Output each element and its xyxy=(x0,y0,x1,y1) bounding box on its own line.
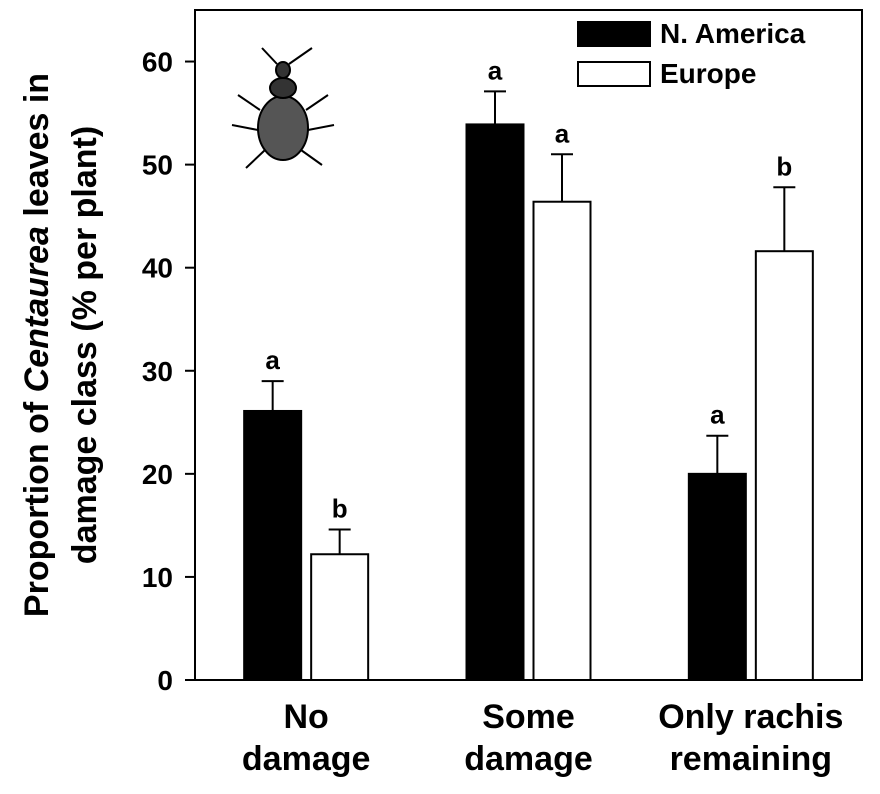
x-tick-label: damage xyxy=(464,740,593,778)
plot-frame xyxy=(194,9,863,681)
y-tick-label: 60 xyxy=(142,47,173,78)
bar xyxy=(532,200,592,681)
significance-letter: b xyxy=(332,494,348,524)
legend-label: N. America xyxy=(660,18,806,49)
y-tick-label: 40 xyxy=(142,253,173,284)
significance-letter: b xyxy=(776,151,792,181)
x-tick-label: Only rachis xyxy=(658,698,843,736)
beetle-icon xyxy=(231,47,335,169)
y-tick-label: 0 xyxy=(157,665,173,696)
x-tick-label: Some xyxy=(482,698,575,736)
x-tick-label: damage xyxy=(242,740,371,778)
legend-swatch xyxy=(577,21,651,47)
y-axis-label: damage class (% per plant) xyxy=(66,126,104,564)
bar xyxy=(687,472,747,681)
y-label-part: Centaurea xyxy=(18,226,56,392)
significance-letter: a xyxy=(555,118,570,148)
y-axis-label: Proportion of Centaurea leaves in xyxy=(18,73,56,617)
y-tick-label: 20 xyxy=(142,459,173,490)
significance-letter: a xyxy=(710,400,725,430)
y-tick-label: 10 xyxy=(142,562,173,593)
bar xyxy=(310,553,370,681)
bar xyxy=(465,123,525,681)
y-label-part: Proportion of xyxy=(18,392,56,617)
significance-letter: a xyxy=(488,55,503,85)
legend-swatch xyxy=(577,61,651,87)
bar xyxy=(243,409,303,681)
x-tick-label: remaining xyxy=(670,740,832,778)
legend-label: Europe xyxy=(660,58,756,89)
bar xyxy=(754,250,814,681)
y-label-part: leaves in xyxy=(18,73,56,226)
y-tick-label: 30 xyxy=(142,356,173,387)
y-tick-label: 50 xyxy=(142,150,173,181)
significance-letter: a xyxy=(265,345,280,375)
x-tick-label: No xyxy=(284,698,329,736)
